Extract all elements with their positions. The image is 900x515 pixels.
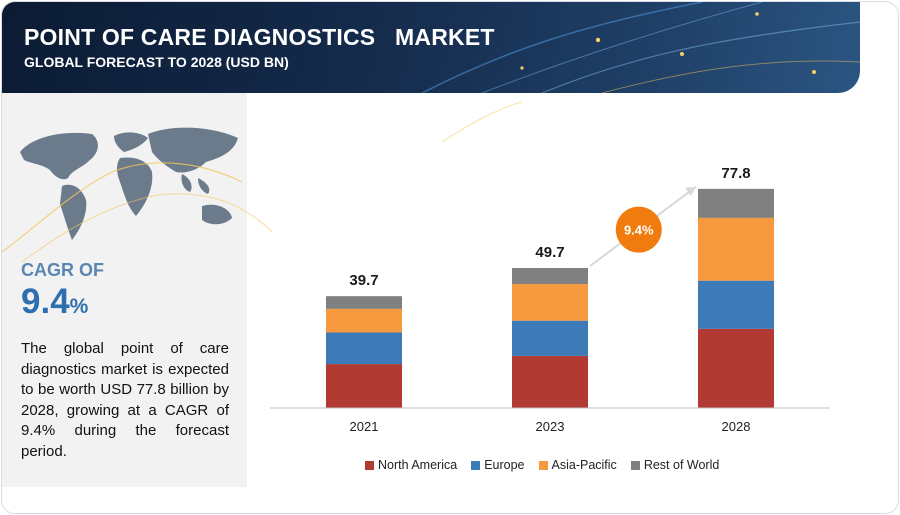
summary-text: The global point of care diagnostics mar…	[21, 340, 229, 460]
cagr-number: 9.4	[21, 282, 70, 321]
bar-segment-rest-of-world-2023	[512, 268, 588, 285]
x-tick-2028: 2028	[722, 419, 751, 434]
header-light-streaks	[421, 2, 860, 93]
legend-swatch	[365, 460, 374, 470]
header-banner: POINT OF CARE DIAGNOSTICS MARKET GLOBAL …	[2, 2, 860, 93]
cagr-unit: %	[69, 295, 89, 318]
total-label-2021: 39.7	[349, 272, 378, 289]
legend-swatch	[630, 460, 640, 470]
bar-segment-europe-2028	[698, 280, 774, 329]
bar-segment-rest-of-world-2021	[326, 296, 402, 309]
bar-segment-north-america-2023	[512, 355, 588, 408]
x-tick-2021: 2021	[350, 419, 379, 434]
legend-item-rest-of-world: Rest of World	[630, 458, 720, 472]
bar-segment-asia-pacific-2021	[326, 308, 402, 333]
legend-swatch	[471, 460, 481, 470]
legend-label: Asia-Pacific	[551, 458, 617, 472]
legend-swatch	[538, 460, 548, 470]
world-map-icon	[2, 127, 272, 262]
bar-segment-europe-2023	[512, 320, 588, 356]
legend-label: Europe	[484, 458, 525, 472]
page-title: POINT OF CARE DIAGNOSTICS MARKET	[24, 24, 495, 50]
growth-badge-label: 9.4%	[624, 223, 654, 238]
bar-segment-asia-pacific-2023	[512, 284, 588, 321]
legend-item-asia-pacific: Asia-Pacific	[538, 458, 617, 472]
legend-label: North America	[378, 458, 458, 472]
page-subtitle: GLOBAL FORECAST TO 2028 (USD BN)	[24, 54, 289, 70]
bar-segment-rest-of-world-2028	[698, 188, 774, 218]
growth-badge-circle	[615, 206, 662, 253]
bar-segment-europe-2021	[326, 332, 402, 365]
total-label-2023: 49.7	[535, 244, 564, 261]
legend-item-europe: Europe	[471, 458, 525, 472]
total-label-2028: 77.8	[721, 165, 750, 182]
cagr-label: CAGR OF	[21, 260, 104, 280]
bar-segment-asia-pacific-2028	[698, 217, 774, 281]
bar-segment-north-america-2028	[698, 328, 774, 408]
bar-segment-north-america-2021	[326, 364, 402, 408]
chart-legend: North America Europe Asia-Pacific Rest of W…	[365, 458, 719, 472]
legend-item-north-america: North America	[365, 458, 457, 472]
x-tick-2023: 2023	[536, 419, 565, 434]
growth-arrow-head	[685, 186, 696, 196]
cagr-value: 9.4%	[21, 282, 88, 327]
legend-label: Rest of World	[643, 458, 720, 472]
